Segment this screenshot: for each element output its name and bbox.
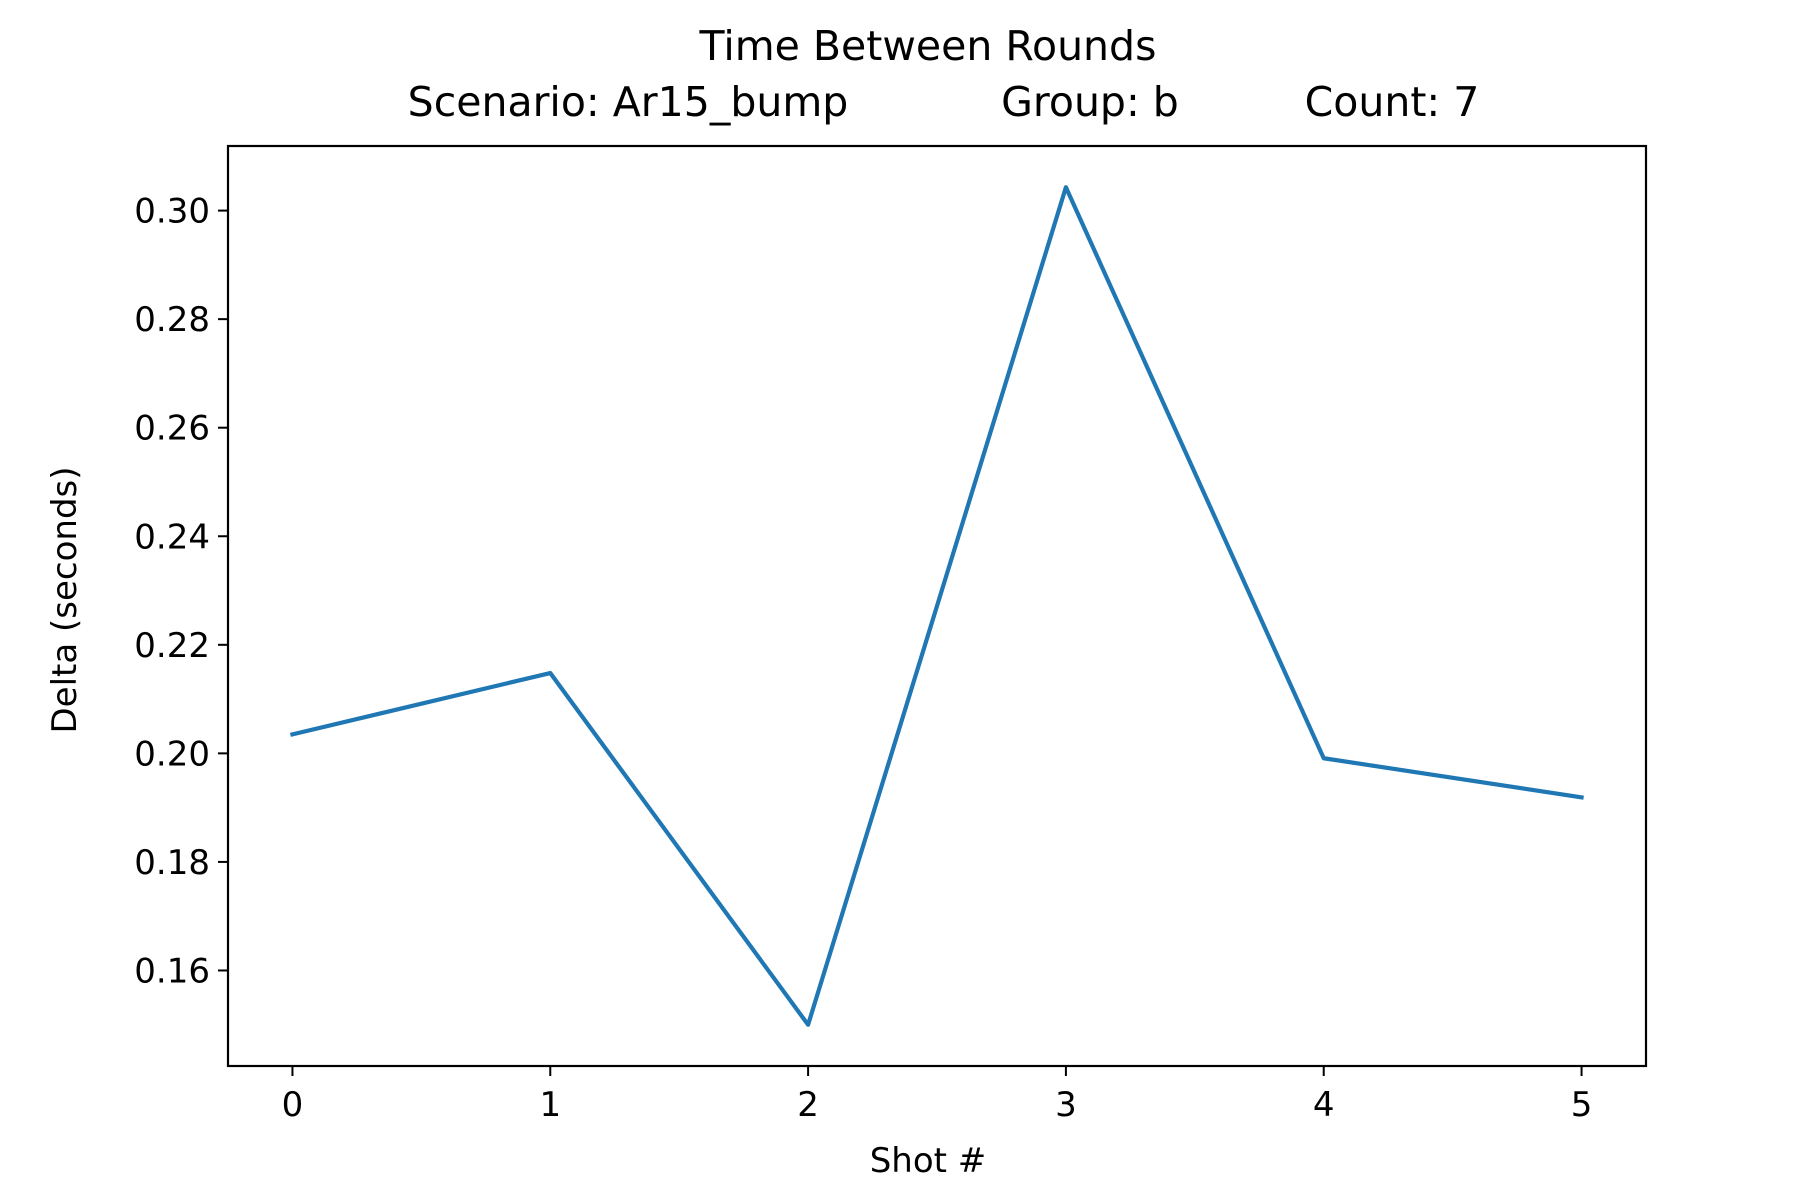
axes-frame <box>226 144 1648 1068</box>
series-line-0 <box>289 185 1584 1027</box>
x-tick-label: 5 <box>1571 1085 1593 1125</box>
plot-area: 0 1 2 3 4 5 0.16 0.18 0.20 0.22 0.24 0.26 0.28 0.30 <box>134 144 1648 1125</box>
x-tick-label: 4 <box>1313 1085 1335 1125</box>
y-tick-label: 0.24 <box>134 517 210 557</box>
x-tick-label: 0 <box>282 1085 304 1125</box>
x-tick-label: 3 <box>1055 1085 1077 1125</box>
y-tick-label: 0.30 <box>134 192 210 232</box>
subtitle-count: Count: 7 <box>1305 78 1480 126</box>
y-axis-label: Delta (seconds) <box>45 466 85 733</box>
x-axis-label: Shot # <box>870 1141 987 1181</box>
y-tick-label: 0.26 <box>134 409 210 449</box>
y-tick-label: 0.22 <box>134 626 210 666</box>
subtitle-group: Group: b <box>1001 78 1179 126</box>
y-tick-label: 0.20 <box>134 734 210 774</box>
y-tick-label: 0.28 <box>134 300 210 340</box>
x-tick-label: 2 <box>797 1085 819 1125</box>
subtitle-scenario: Scenario: Ar15_bump <box>408 78 849 126</box>
y-tick-label: 0.18 <box>134 843 210 883</box>
chart-title: Time Between Rounds <box>699 22 1157 70</box>
x-tick-label: 1 <box>539 1085 561 1125</box>
y-tick-label: 0.16 <box>134 951 210 991</box>
